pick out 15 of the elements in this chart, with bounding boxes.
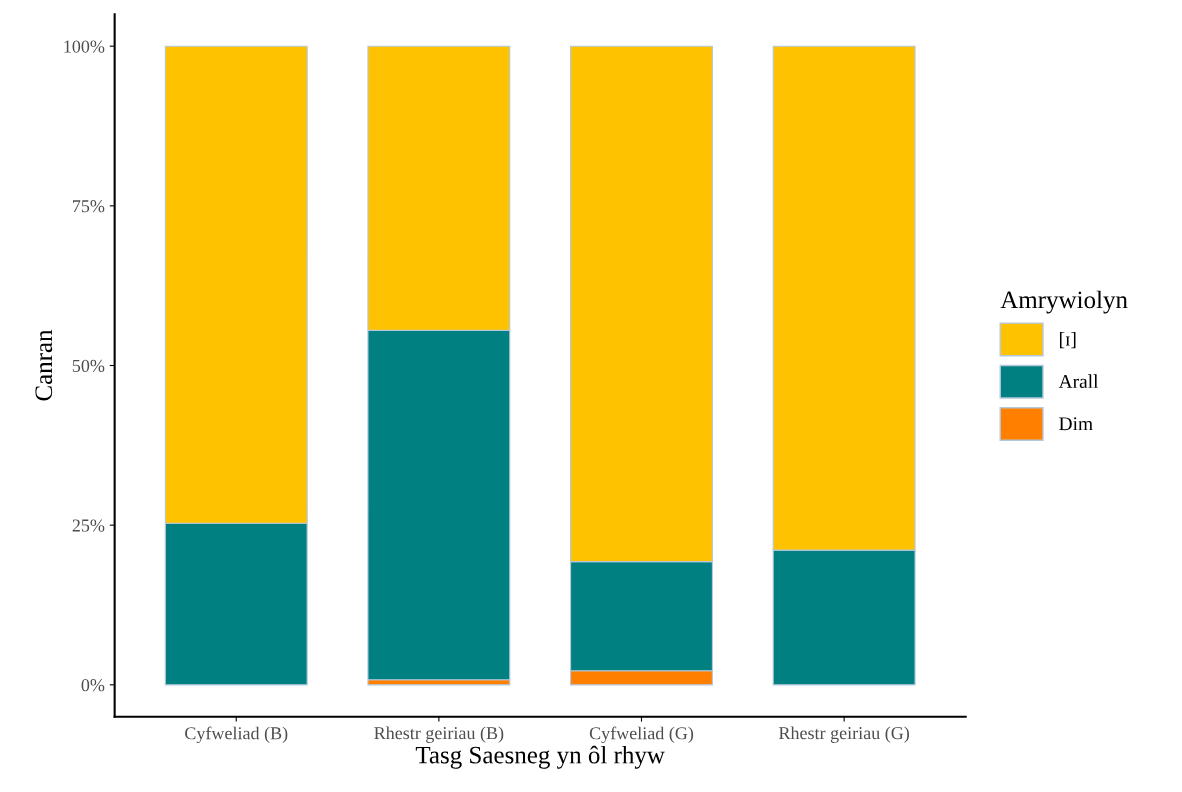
x-tick-label: Rhestr geiriau (G) xyxy=(778,726,909,743)
x-tick-label: Cyfweliad (B) xyxy=(185,726,288,744)
legend-label: [ɪ] xyxy=(1059,332,1076,349)
legend-title: Amrywiolyn xyxy=(1000,290,1128,314)
x-tick-label: Cyfweliad (G) xyxy=(589,726,694,744)
y-tick-label: 0% xyxy=(81,679,105,692)
legend-label: Arall xyxy=(1058,374,1099,389)
legend-label: Dim xyxy=(1059,417,1093,431)
y-tick-label: 50% xyxy=(72,359,105,373)
y-axis-title: Canran xyxy=(35,329,53,401)
x-tick-label: Rhestr geiriau (B) xyxy=(374,726,504,743)
y-tick-label: 25% xyxy=(72,519,105,532)
x-axis-title: Tasg Saesneg yn ôl rhyw xyxy=(415,745,665,769)
y-tick-label: 100% xyxy=(64,40,105,53)
y-tick-label: 75% xyxy=(73,200,105,213)
